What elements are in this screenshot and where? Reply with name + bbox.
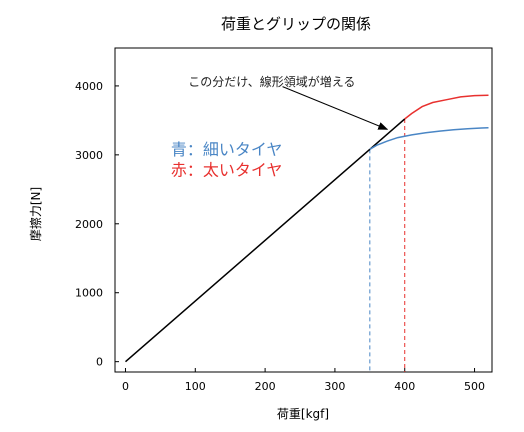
chart-title: 荷重とグリップの関係 [221, 15, 371, 33]
x-tick-label: 300 [324, 380, 345, 393]
y-tick-label: 4000 [75, 80, 103, 93]
series-line [125, 118, 406, 363]
x-axis-label: 荷重[kgf] [277, 407, 329, 421]
x-tick-label: 100 [185, 380, 206, 393]
y-axis-label: 摩擦力[N] [28, 187, 43, 241]
annotation: この分だけ、線形領域が増える [188, 74, 389, 130]
annotation-text: この分だけ、線形領域が増える [188, 74, 355, 89]
series-line [404, 94, 489, 120]
legend-label: 青：細いタイヤ [171, 140, 283, 159]
x-tick-label: 500 [464, 380, 485, 393]
x-axis-ticks: 0 100 200 300 400 500 [122, 368, 485, 393]
y-tick-label: 3000 [75, 149, 103, 162]
series-lines [125, 94, 489, 363]
series-line [369, 127, 489, 150]
x-tick-label: 200 [255, 380, 276, 393]
reference-lines [369, 119, 406, 372]
x-tick-label: 0 [122, 380, 129, 393]
x-tick-label: 400 [394, 380, 415, 393]
annotation-arrow [282, 86, 389, 130]
plot-area [114, 47, 493, 373]
y-tick-label: 0 [96, 356, 103, 369]
y-tick-label: 1000 [75, 287, 103, 300]
legend-label: 赤：太いタイヤ [171, 161, 283, 180]
y-axis-ticks: 0 1000 2000 3000 4000 [75, 80, 119, 369]
y-tick-label: 2000 [75, 218, 103, 231]
